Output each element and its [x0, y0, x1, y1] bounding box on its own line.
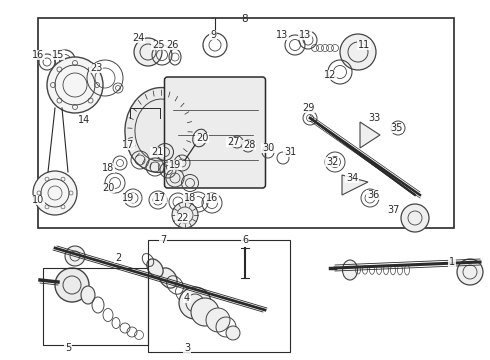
Text: 16: 16 — [206, 193, 218, 203]
Text: 22: 22 — [176, 213, 188, 223]
Bar — [43, 268, 148, 345]
Text: 20: 20 — [196, 133, 208, 143]
Ellipse shape — [343, 260, 358, 280]
Text: 15: 15 — [52, 50, 64, 60]
Text: 13: 13 — [299, 30, 311, 40]
Circle shape — [65, 246, 85, 266]
Text: 20: 20 — [102, 183, 114, 193]
Circle shape — [206, 308, 230, 332]
Text: 13: 13 — [276, 30, 288, 40]
Circle shape — [226, 326, 240, 340]
Text: 26: 26 — [166, 40, 178, 50]
Bar — [148, 240, 290, 352]
Circle shape — [33, 171, 77, 215]
Text: 37: 37 — [387, 205, 399, 215]
Circle shape — [134, 38, 162, 66]
Text: 5: 5 — [65, 343, 71, 353]
Text: 6: 6 — [242, 235, 248, 245]
Circle shape — [191, 298, 219, 326]
Circle shape — [47, 57, 103, 113]
Text: 27: 27 — [227, 137, 239, 147]
Text: 35: 35 — [390, 123, 402, 133]
Text: 16: 16 — [32, 50, 44, 60]
Text: 25: 25 — [152, 40, 164, 50]
Text: 17: 17 — [154, 193, 166, 203]
Text: 23: 23 — [90, 63, 102, 73]
Text: 31: 31 — [284, 147, 296, 157]
Text: 21: 21 — [151, 147, 163, 157]
Text: 30: 30 — [262, 143, 274, 153]
Text: 18: 18 — [184, 193, 196, 203]
Text: 1: 1 — [449, 257, 455, 267]
Circle shape — [457, 259, 483, 285]
Text: 29: 29 — [302, 103, 314, 113]
Ellipse shape — [159, 268, 177, 288]
Text: 9: 9 — [210, 30, 216, 40]
Text: 11: 11 — [358, 40, 370, 50]
Text: 7: 7 — [160, 235, 166, 245]
Ellipse shape — [147, 259, 163, 277]
Text: 18: 18 — [102, 163, 114, 173]
Bar — [38, 18, 454, 228]
Text: 2: 2 — [115, 253, 121, 263]
Text: 36: 36 — [367, 190, 379, 200]
Polygon shape — [342, 175, 368, 195]
Text: 32: 32 — [326, 157, 338, 167]
Text: 24: 24 — [132, 33, 144, 43]
Text: 19: 19 — [122, 193, 134, 203]
Circle shape — [340, 34, 376, 70]
Circle shape — [179, 287, 211, 319]
Circle shape — [55, 268, 89, 302]
Text: 8: 8 — [242, 14, 248, 24]
Polygon shape — [360, 122, 380, 148]
Text: 10: 10 — [32, 195, 44, 205]
Text: 28: 28 — [243, 140, 255, 150]
Text: 12: 12 — [324, 70, 336, 80]
Ellipse shape — [125, 87, 195, 172]
FancyBboxPatch shape — [165, 77, 266, 188]
Text: 33: 33 — [368, 113, 380, 123]
Ellipse shape — [81, 286, 95, 304]
Circle shape — [401, 204, 429, 232]
Text: 17: 17 — [122, 140, 134, 150]
Text: 34: 34 — [346, 173, 358, 183]
Text: 3: 3 — [184, 343, 190, 353]
Text: 19: 19 — [169, 160, 181, 170]
Text: 14: 14 — [78, 115, 90, 125]
Text: 4: 4 — [184, 293, 190, 303]
Circle shape — [172, 202, 198, 228]
